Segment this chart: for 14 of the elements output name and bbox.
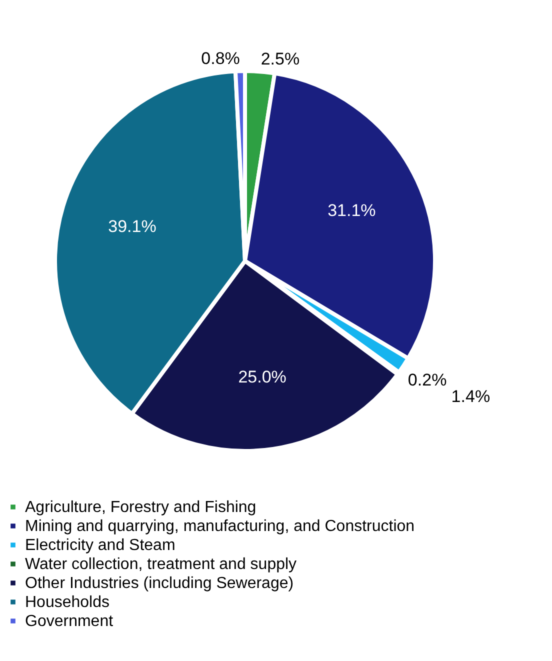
legend-label: Government xyxy=(25,613,114,630)
legend-label: Water collection, treatment and supply xyxy=(25,556,297,573)
legend-label: Agriculture, Forestry and Fishing xyxy=(25,499,256,516)
data-label: 0.8% xyxy=(201,49,240,68)
data-label: 25.0% xyxy=(238,368,286,387)
data-label: 39.1% xyxy=(108,216,156,236)
data-label: 1.4% xyxy=(451,386,490,406)
data-label: 2.5% xyxy=(260,50,300,69)
legend-label: Electricity and Steam xyxy=(25,537,176,554)
legend-label: Mining and quarrying, manufacturing, and Construction xyxy=(25,518,415,535)
legend-label: Households xyxy=(25,594,110,611)
data-label: 31.1% xyxy=(328,201,376,220)
data-label: 0.2% xyxy=(408,370,447,390)
legend-label: Other Industries (including Sewerage) xyxy=(25,575,294,592)
